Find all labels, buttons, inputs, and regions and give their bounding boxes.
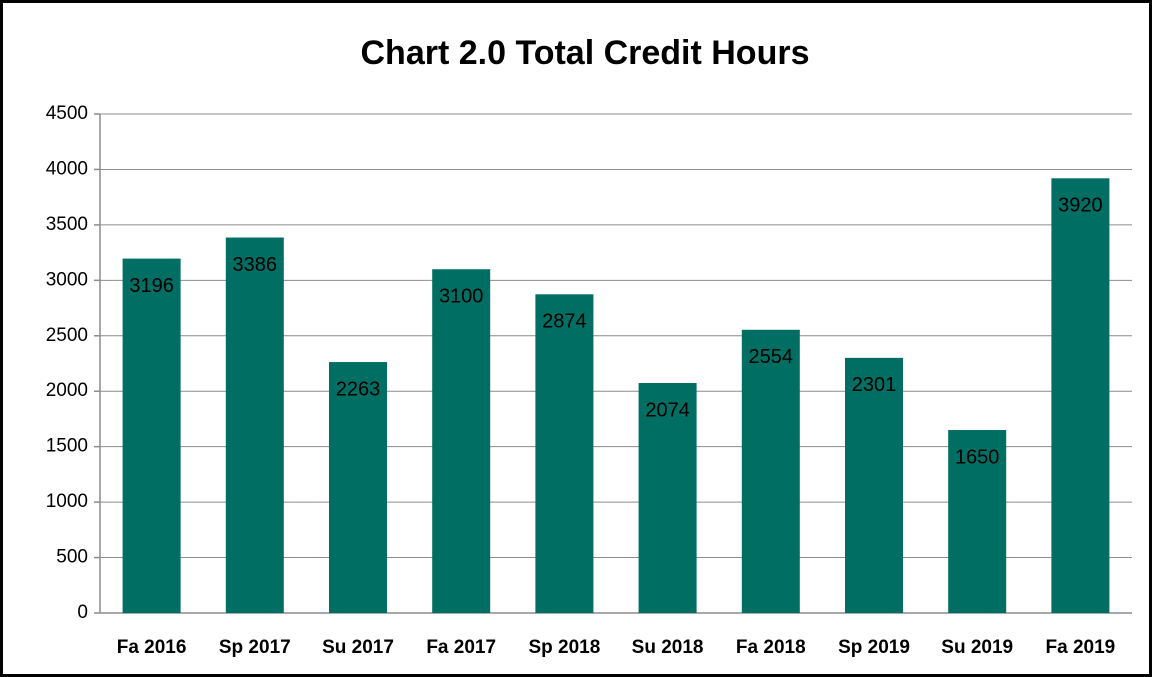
data-label: 2301 [852,374,897,396]
bar [845,357,903,613]
data-label: 2263 [336,378,381,400]
chart-title: Chart 2.0 Total Credit Hours [361,34,810,72]
y-tick-label: 3500 [46,214,88,235]
data-label: 3386 [233,254,278,276]
x-tick-label: Fa 2019 [1046,637,1116,658]
data-label: 2874 [542,311,587,333]
y-tick-label: 4500 [46,103,88,124]
x-tick-label: Sp 2017 [219,637,291,658]
y-tick-label: 2500 [46,325,88,346]
data-label: 3196 [129,275,174,297]
x-tick-label: Sp 2018 [528,637,600,658]
data-label: 3100 [439,286,484,308]
bar [741,329,800,613]
data-label: 1650 [955,446,1000,468]
y-tick-label: 500 [56,547,88,568]
bar [638,383,697,613]
y-tick-label: 1000 [46,491,88,512]
data-label: 2074 [645,399,690,421]
y-tick-label: 1500 [46,436,88,457]
x-tick-label: Sp 2019 [838,637,910,658]
y-tick-label: 0 [77,602,88,623]
x-tick-label: Fa 2017 [426,637,496,658]
x-tick-label: Su 2018 [632,637,704,658]
y-tick-label: 4000 [46,158,88,179]
bar [225,237,284,614]
data-label: 2554 [749,346,794,368]
x-tick-label: Fa 2018 [736,637,806,658]
bar [535,294,594,613]
x-tick-label: Fa 2016 [117,637,187,658]
bar [1051,178,1110,613]
bar [432,269,491,613]
bar [122,258,181,613]
y-tick-label: 2000 [46,380,88,401]
data-label: 3920 [1058,195,1103,217]
y-tick-label: 3000 [46,269,88,290]
x-tick-label: Su 2017 [322,637,394,658]
bar [329,362,387,613]
bar [948,430,1007,613]
x-tick-label: Su 2019 [941,637,1013,658]
